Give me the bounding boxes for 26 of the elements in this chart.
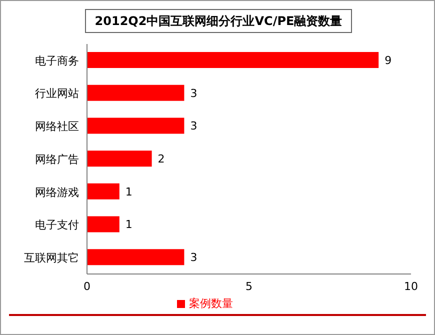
data-label: 3 [190, 86, 198, 100]
bar [87, 150, 152, 167]
chart-title: 2012Q2中国互联网细分行业VC/PE融资数量 [85, 9, 352, 33]
data-label: 9 [384, 54, 392, 67]
bar [87, 84, 184, 101]
y-tick-label: 电子商务 [35, 54, 79, 68]
x-tick-label: 5 [246, 280, 252, 293]
x-tick-label: 10 [404, 280, 418, 293]
y-tick-label: 电子支付 [35, 218, 79, 232]
data-label: 1 [125, 185, 132, 198]
bar [87, 183, 120, 200]
y-tick-label: 行业网站 [35, 87, 79, 100]
y-tick-label: 互联网其它 [24, 251, 79, 264]
bar [87, 52, 379, 68]
y-tick-label: 网络游戏 [35, 186, 79, 199]
y-tick-label: 网络广告 [35, 152, 79, 166]
bar [87, 249, 184, 266]
data-label: 1 [125, 218, 132, 232]
y-tick-label: 网络社区 [35, 120, 79, 134]
legend-label: 案例数量 [189, 297, 233, 310]
data-label: 2 [158, 152, 165, 166]
bar [87, 118, 184, 134]
data-label: 3 [190, 251, 198, 264]
bar [87, 216, 120, 232]
data-label: 3 [190, 120, 198, 133]
x-tick-label: 0 [84, 280, 90, 293]
